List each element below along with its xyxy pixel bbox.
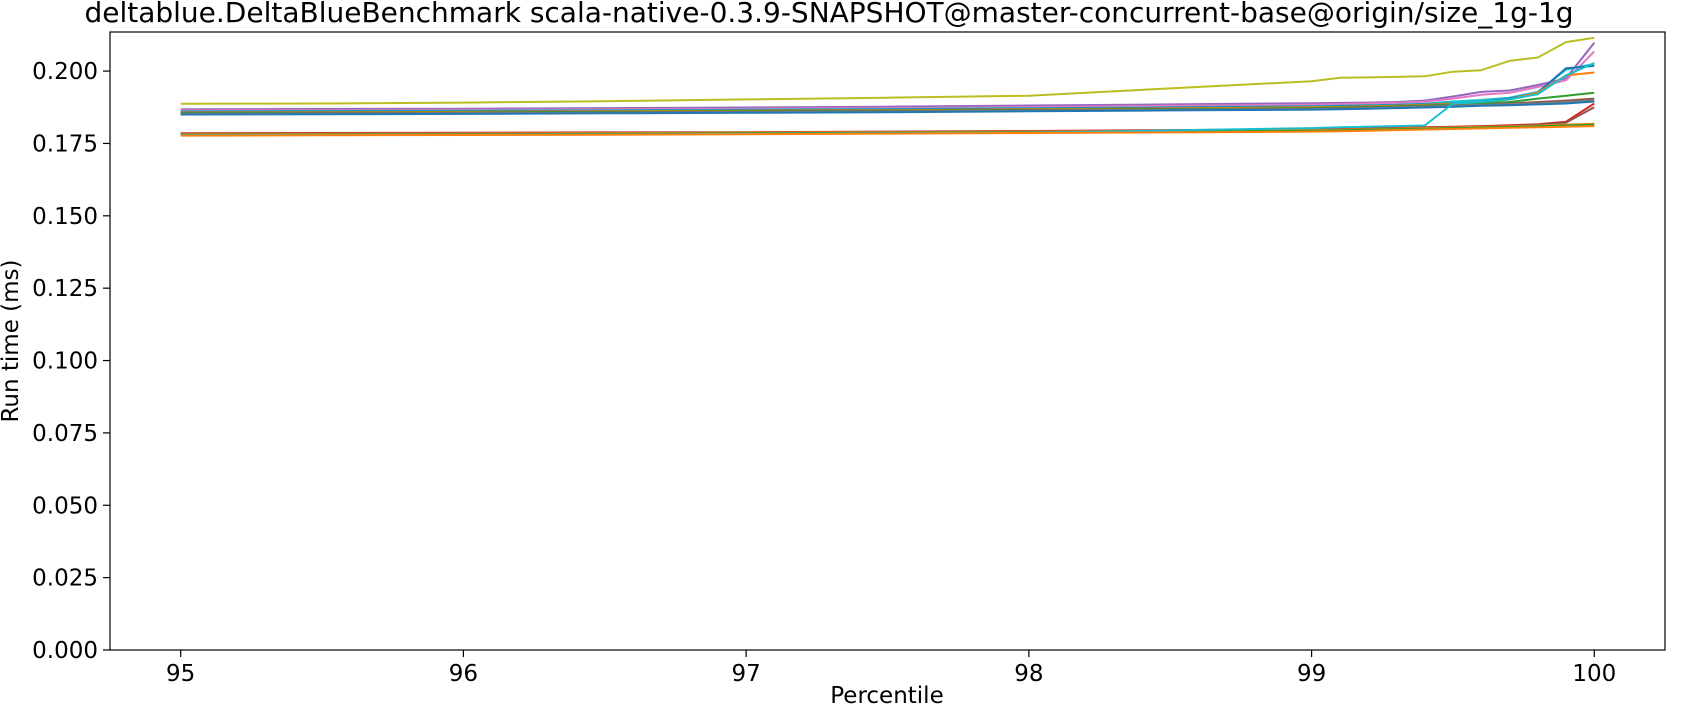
y-tick-label: 0.000 <box>32 638 98 664</box>
series-line-4 <box>180 62 1595 113</box>
chart-title: deltablue.DeltaBlueBenchmark scala-nativ… <box>84 0 1573 29</box>
y-tick-label: 0.200 <box>32 59 98 85</box>
plot-frame <box>109 31 1666 651</box>
y-tick-label: 0.100 <box>32 349 98 375</box>
x-axis: 95 96 97 98 99 100 <box>166 650 1616 687</box>
series-line-15 <box>180 62 1595 137</box>
y-axis-label: Run time (ms) <box>0 259 24 422</box>
y-tick-label: 0.125 <box>32 276 98 302</box>
series-line-16 <box>180 125 1595 137</box>
x-tick-label: 97 <box>731 661 760 687</box>
series-line-2 <box>180 42 1596 111</box>
x-tick-label: 96 <box>449 661 478 687</box>
x-axis-label: Percentile <box>830 683 943 709</box>
series-line-1 <box>180 36 1595 105</box>
y-axis: 0.000 0.025 0.050 0.075 0.100 0.125 0.150 0.175… <box>32 59 110 664</box>
y-tick-label: 0.150 <box>32 204 98 230</box>
x-tick-label: 98 <box>1014 661 1043 687</box>
x-tick-label: 100 <box>1572 661 1616 687</box>
series-line-5 <box>180 64 1595 113</box>
y-tick-label: 0.175 <box>32 131 98 157</box>
y-tick-label: 0.025 <box>32 566 98 592</box>
series-line-10 <box>180 100 1595 116</box>
x-tick-label: 99 <box>1297 661 1326 687</box>
y-tick-label: 0.075 <box>32 421 98 447</box>
series-layer <box>180 36 1596 137</box>
y-tick-label: 0.050 <box>32 493 98 519</box>
x-tick-label: 95 <box>166 661 195 687</box>
